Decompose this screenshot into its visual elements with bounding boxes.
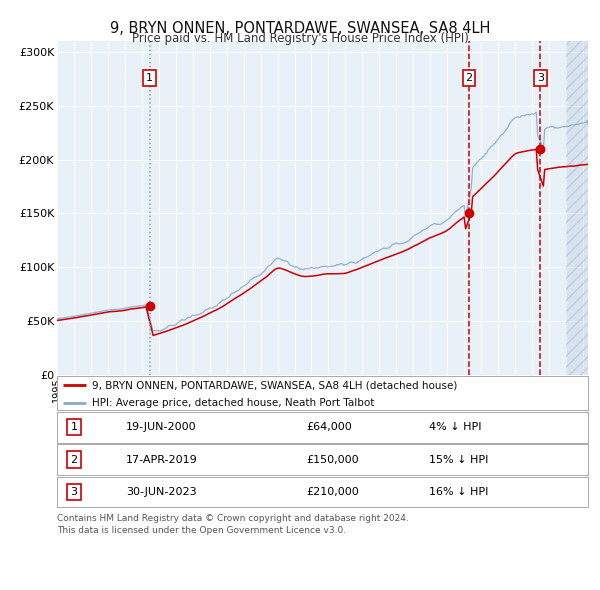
Text: 2: 2	[70, 455, 77, 464]
Text: Contains HM Land Registry data © Crown copyright and database right 2024.: Contains HM Land Registry data © Crown c…	[57, 514, 409, 523]
Text: 3: 3	[70, 487, 77, 497]
Text: HPI: Average price, detached house, Neath Port Talbot: HPI: Average price, detached house, Neat…	[92, 398, 374, 408]
Text: 3: 3	[537, 73, 544, 83]
Text: 1: 1	[146, 73, 153, 83]
Text: 9, BRYN ONNEN, PONTARDAWE, SWANSEA, SA8 4LH (detached house): 9, BRYN ONNEN, PONTARDAWE, SWANSEA, SA8 …	[92, 381, 457, 391]
Text: 30-JUN-2023: 30-JUN-2023	[126, 487, 197, 497]
Text: 17-APR-2019: 17-APR-2019	[126, 455, 198, 464]
Text: 4% ↓ HPI: 4% ↓ HPI	[428, 422, 481, 432]
Text: Price paid vs. HM Land Registry's House Price Index (HPI): Price paid vs. HM Land Registry's House …	[131, 32, 469, 45]
Text: £64,000: £64,000	[307, 422, 352, 432]
Text: 19-JUN-2000: 19-JUN-2000	[126, 422, 197, 432]
Text: 2: 2	[466, 73, 473, 83]
Text: 9, BRYN ONNEN, PONTARDAWE, SWANSEA, SA8 4LH: 9, BRYN ONNEN, PONTARDAWE, SWANSEA, SA8 …	[110, 21, 490, 35]
Bar	[566, 41, 588, 375]
Text: This data is licensed under the Open Government Licence v3.0.: This data is licensed under the Open Gov…	[57, 526, 346, 535]
Text: 16% ↓ HPI: 16% ↓ HPI	[428, 487, 488, 497]
Text: £210,000: £210,000	[307, 487, 359, 497]
Text: £150,000: £150,000	[307, 455, 359, 464]
Text: 15% ↓ HPI: 15% ↓ HPI	[428, 455, 488, 464]
Text: 1: 1	[70, 422, 77, 432]
